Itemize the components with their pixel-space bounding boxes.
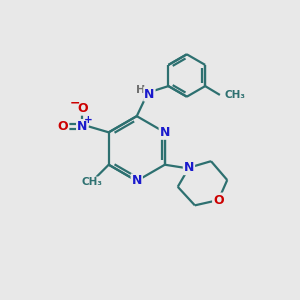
Text: N: N	[132, 174, 142, 188]
Text: O: O	[77, 102, 88, 115]
Text: O: O	[58, 120, 68, 133]
Text: CH₃: CH₃	[224, 90, 245, 100]
Text: CH₃: CH₃	[81, 177, 102, 188]
Text: N: N	[77, 120, 87, 133]
Text: N: N	[184, 161, 194, 174]
Text: N: N	[160, 126, 170, 139]
Text: +: +	[84, 115, 92, 125]
Text: N: N	[144, 88, 154, 100]
Text: O: O	[213, 194, 224, 207]
Text: −: −	[70, 96, 80, 110]
Text: H: H	[136, 85, 145, 95]
